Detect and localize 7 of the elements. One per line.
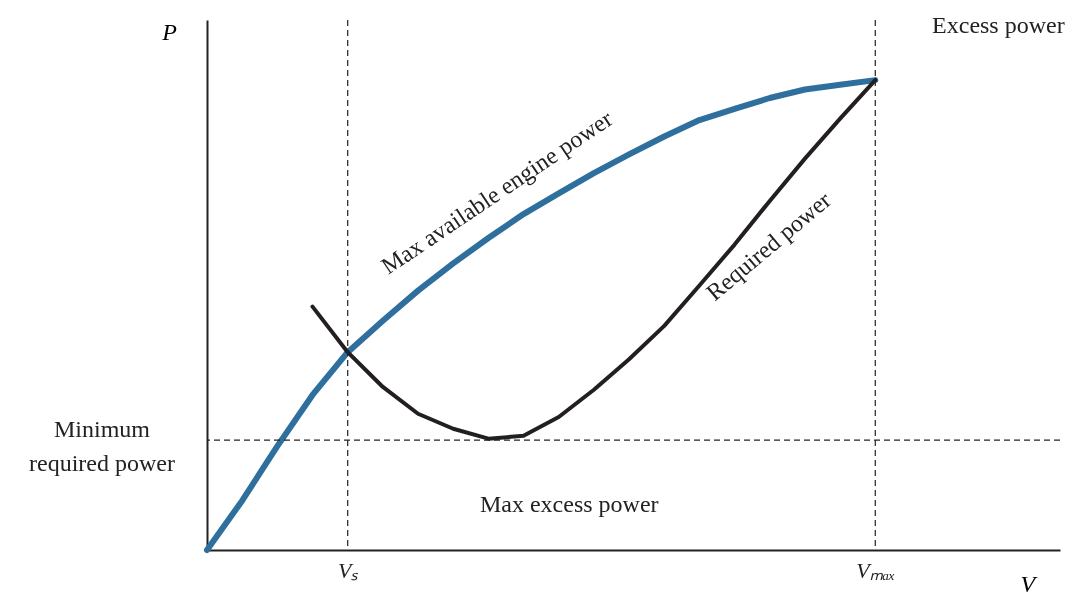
annotation: Max excess power [479,491,659,518]
x-tick-label: Vₘₐₓ [856,557,896,583]
x-axis-title: V [1020,570,1038,593]
y-axis-title: P [161,18,178,45]
text: Excess power [932,12,1065,39]
x-tick-label: Vₛ [337,557,360,583]
ref-line-label: Minimum required power [29,416,175,477]
